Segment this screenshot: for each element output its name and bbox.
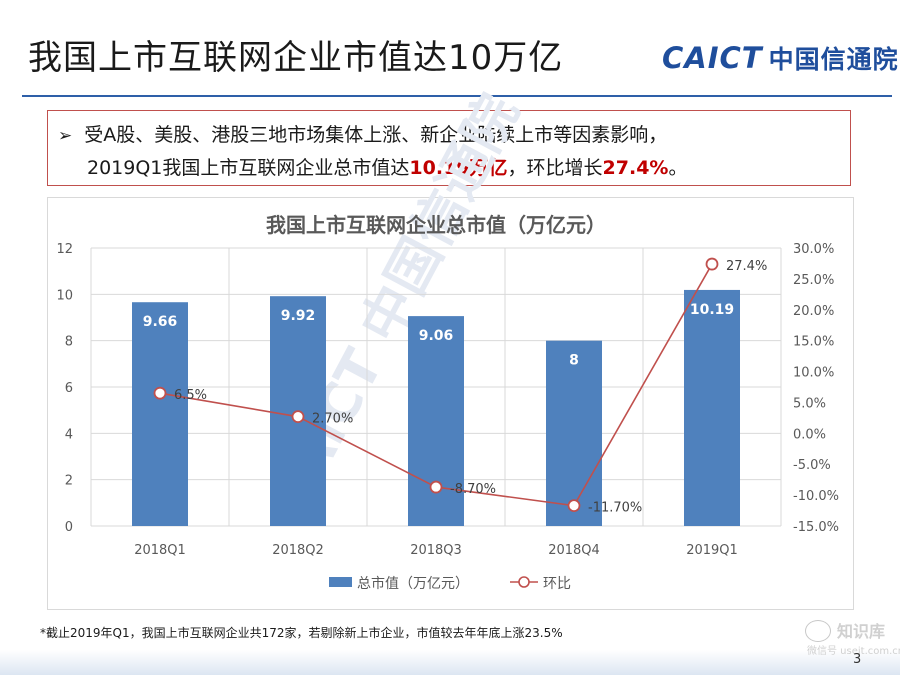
footnote: *截止2019年Q1，我国上市互联网企业共172家，若剔除新上市企业，市值较去年… bbox=[40, 626, 563, 640]
y-right-tick-label: 25.0% bbox=[793, 273, 834, 288]
caict-logo: CAICT 中国信通院 bbox=[662, 38, 899, 78]
slide-title: 我国上市互联网企业市值达10万亿 bbox=[28, 38, 564, 78]
wechat-icon bbox=[805, 620, 831, 642]
callout-line2-e: 。 bbox=[668, 157, 688, 179]
line-point bbox=[153, 386, 167, 400]
y-right-tick-label: 10.0% bbox=[793, 366, 834, 381]
bar-value-label: 9.06 bbox=[419, 328, 454, 344]
bottom-band bbox=[0, 650, 900, 675]
line-point-label: 27.4% bbox=[726, 259, 767, 274]
y-right-tick-label: 20.0% bbox=[793, 304, 834, 319]
bar bbox=[684, 289, 740, 526]
line-point bbox=[705, 257, 719, 271]
y-left-tick-label: 2 bbox=[65, 474, 73, 489]
legend-label-bar: 总市值（万亿元） bbox=[357, 575, 469, 592]
callout-highlight-growth: 27.4% bbox=[602, 157, 669, 179]
y-right-tick-label: -10.0% bbox=[793, 489, 839, 504]
y-right-tick-label: 0.0% bbox=[793, 427, 826, 442]
x-tick-label: 2018Q4 bbox=[548, 543, 600, 558]
y-right-tick-label: 30.0% bbox=[793, 242, 834, 257]
x-tick-label: 2018Q1 bbox=[134, 543, 186, 558]
x-tick-label: 2019Q1 bbox=[686, 543, 738, 558]
watermark-badge-sub: 微信号 useit.com.cn bbox=[807, 646, 900, 657]
title-divider bbox=[22, 95, 892, 97]
x-tick-label: 2018Q3 bbox=[410, 543, 462, 558]
callout-line2-c: ，环比增长 bbox=[507, 157, 603, 179]
y-right-tick-label: 5.0% bbox=[793, 396, 826, 411]
y-left-tick-label: 0 bbox=[65, 520, 73, 535]
arrow-bullet-icon: ➢ bbox=[58, 126, 73, 146]
legend-swatch-marker bbox=[518, 576, 530, 588]
summary-callout: ➢ 受A股、美股、港股三地市场集体上涨、新企业陆续上市等因素影响， 2019Q1我… bbox=[47, 110, 851, 186]
logo-en: CAICT bbox=[662, 41, 763, 75]
y-left-tick-label: 12 bbox=[56, 242, 73, 257]
bar-value-label: 10.19 bbox=[690, 302, 734, 318]
page-number: 3 bbox=[853, 652, 862, 667]
line-point-label: 2.70% bbox=[312, 412, 353, 427]
callout-line2-a: 2019Q1我国上市互联网企业总市值达 bbox=[87, 157, 410, 179]
callout-highlight-value: 10.19万亿 bbox=[409, 157, 508, 179]
legend-label-line: 环比 bbox=[543, 576, 571, 592]
y-right-tick-label: 15.0% bbox=[793, 335, 834, 350]
bar-value-label: 9.66 bbox=[143, 314, 178, 330]
y-left-tick-label: 8 bbox=[65, 335, 73, 350]
bar-value-label: 8 bbox=[569, 353, 579, 369]
line-point bbox=[429, 480, 443, 494]
callout-line-1: ➢ 受A股、美股、港股三地市场集体上涨、新企业陆续上市等因素影响， bbox=[58, 120, 667, 147]
bar bbox=[132, 302, 188, 526]
y-left-tick-label: 4 bbox=[65, 427, 73, 442]
watermark-badge: 知识库 微信号 useit.com.cn bbox=[805, 618, 900, 658]
y-right-tick-label: -15.0% bbox=[793, 520, 839, 535]
line-point-label: 6.5% bbox=[174, 388, 207, 403]
y-left-tick-label: 10 bbox=[56, 288, 73, 303]
x-tick-label: 2018Q2 bbox=[272, 543, 324, 558]
y-right-tick-label: -5.0% bbox=[793, 458, 831, 473]
chart-title: 我国上市互联网企业总市值（万亿元） bbox=[266, 213, 606, 237]
y-left-tick-label: 6 bbox=[65, 381, 73, 396]
bar bbox=[546, 340, 602, 526]
watermark-badge-text: 知识库 bbox=[837, 622, 886, 641]
bar-value-label: 9.92 bbox=[281, 308, 316, 324]
chart-frame bbox=[47, 197, 854, 610]
line-point-label: -8.70% bbox=[450, 482, 496, 497]
line-point-label: -11.70% bbox=[588, 501, 642, 516]
callout-line-2: 2019Q1我国上市互联网企业总市值达10.19万亿，环比增长27.4%。 bbox=[87, 153, 687, 180]
callout-line1-text: 受A股、美股、港股三地市场集体上涨、新企业陆续上市等因素影响， bbox=[84, 124, 668, 146]
logo-cn: 中国信通院 bbox=[768, 45, 899, 74]
line-point bbox=[291, 410, 305, 424]
line-point bbox=[567, 499, 581, 513]
legend-swatch-bar bbox=[329, 577, 352, 587]
